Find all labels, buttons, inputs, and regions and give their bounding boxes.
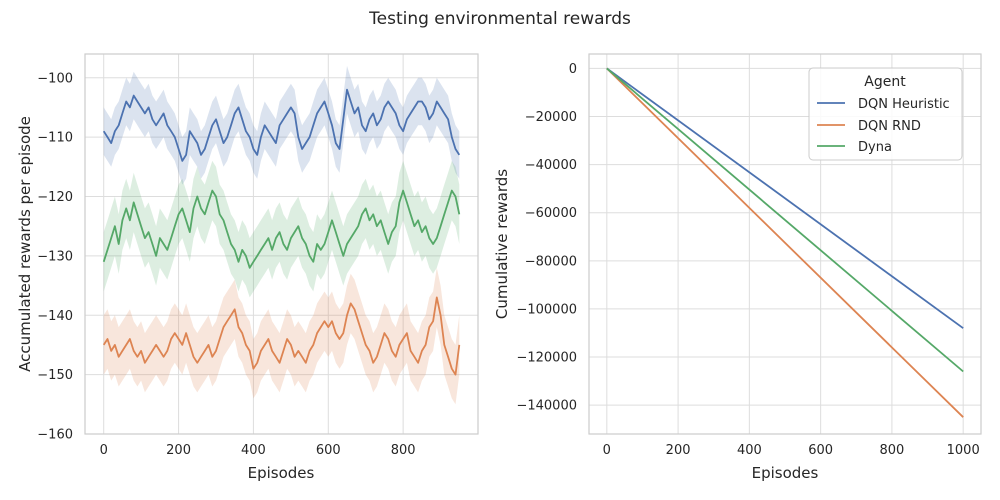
legend-title: Agent [864,74,906,90]
left-x-tick-label: 800 [391,443,416,458]
figure-title: Testing environmental rewards [368,9,631,29]
right-line-dyna [606,67,964,373]
left-y-tick-label: −120 [37,190,73,205]
right-y-tick-label: −60000 [525,206,577,221]
left-y-axis-label: Accumulated rewards per episode [16,116,34,372]
right-line-dqn-heuristic [606,67,964,329]
left-y-tick-label: −110 [37,131,73,146]
right-y-tick-label: −140000 [516,399,577,414]
right-y-tick-label: −20000 [525,110,577,125]
left-x-axis-label: Episodes [248,464,315,482]
legend-label-dqn-heuristic: DQN Heuristic [858,97,950,112]
left-y-tick-label: −160 [37,428,73,443]
left-band-green [103,160,460,298]
left-band-blue [103,65,460,185]
left-x-tick-label: 400 [241,443,266,458]
left-x-tick-label: 200 [166,443,191,458]
right-plot-frame [588,53,982,435]
left-line-blue [102,88,461,162]
legend-label-dqn-rnd: DQN RND [858,119,921,134]
right-y-tick-label: 0 [569,62,577,77]
right-x-tick-label: 400 [737,443,762,458]
left-chart: 0 200 400 600 800 −160 −150 −140 −130 −120 −110 −1… [16,53,479,482]
right-x-axis-label: Episodes [752,464,819,482]
left-band-orange [103,267,460,405]
right-x-tick-label: 1000 [947,443,980,458]
legend-label-dyna: Dyna [858,140,892,155]
right-line-dqn-rnd [606,67,964,418]
right-x-tick-label: 200 [666,443,691,458]
right-y-tick-label: −40000 [525,158,577,173]
legend-box [808,67,963,161]
left-y-tick-label: −100 [37,71,73,86]
right-x-tick-label: 0 [603,443,611,458]
right-y-tick-label: −80000 [525,254,577,269]
right-y-axis-label: Cumulative rewards [493,169,511,319]
right-y-tick-label: −100000 [516,302,577,317]
left-x-tick-label: 0 [100,443,108,458]
right-x-tick-label: 600 [808,443,833,458]
legend: Agent DQN Heuristic DQN RND Dyna [808,67,963,161]
left-y-tick-label: −130 [37,249,73,264]
left-y-tick-label: −140 [37,309,73,324]
left-y-tick-label: −150 [37,368,73,383]
left-plot-frame [84,53,479,435]
right-x-tick-label: 800 [879,443,904,458]
right-chart: 0 200 400 600 800 1000 0 −20000 −40000 −60000 −80… [493,53,982,482]
left-line-green [102,189,461,269]
right-y-tick-label: −120000 [516,351,577,366]
left-line-orange [102,296,461,376]
left-x-tick-label: 600 [316,443,341,458]
